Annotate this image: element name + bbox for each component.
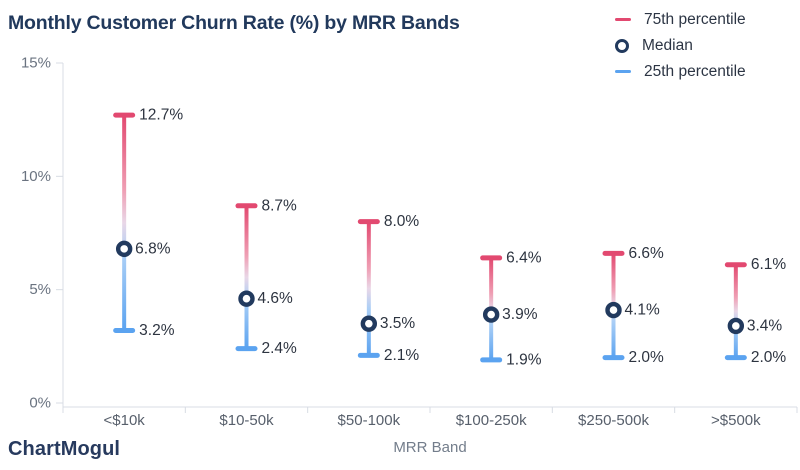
- p25-cap: [235, 346, 258, 352]
- p75-value-label: 12.7%: [139, 107, 183, 124]
- median-ring-icon: [615, 38, 629, 53]
- whisker-$50-100k: 8.0% 3.5% 2.1%: [357, 213, 420, 364]
- legend-item-25th-percentile: 25th percentile: [615, 62, 746, 81]
- p25-cap: [602, 355, 625, 361]
- p25-value-label: 2.0%: [629, 349, 665, 366]
- p75-cap: [113, 112, 136, 118]
- median-marker: [360, 315, 378, 332]
- median-value-label: 3.5%: [380, 315, 416, 332]
- p25-value-label: 2.1%: [384, 347, 420, 364]
- median-value-label: 4.1%: [625, 302, 661, 319]
- median-marker: [115, 240, 133, 258]
- y-tick-label: 0%: [29, 395, 51, 412]
- p25-cap: [724, 355, 747, 361]
- p25-cap: [357, 352, 380, 358]
- p75-value-label: 6.1%: [751, 256, 787, 273]
- p75-cap: [235, 203, 258, 209]
- x-category-label: $250-500k: [578, 412, 649, 429]
- legend: 75th percentile Median 25th percentile: [615, 10, 746, 81]
- x-axis-title: MRR Band: [393, 439, 466, 456]
- p75-cap: [480, 255, 503, 261]
- x-category-label: $50-100k: [338, 412, 401, 429]
- legend-label-75th: 75th percentile: [644, 10, 746, 28]
- chart-title: Monthly Customer Churn Rate (%) by MRR B…: [8, 12, 460, 34]
- legend-label-25th: 25th percentile: [644, 62, 746, 80]
- p25-dash-icon: [615, 69, 631, 74]
- brand-logo: ChartMogul: [8, 438, 121, 460]
- median-value-label: 3.4%: [747, 317, 783, 334]
- median-marker: [605, 301, 622, 319]
- median-value-label: 3.9%: [502, 306, 538, 323]
- legend-item-75th-percentile: 75th percentile: [615, 10, 746, 29]
- p75-cap: [602, 250, 625, 256]
- y-tick-label: 5%: [29, 281, 51, 298]
- p75-dash-icon: [615, 17, 631, 22]
- whisker-$250-500k: 6.6% 4.1% 2.0%: [602, 245, 665, 366]
- x-category-label: $100-250k: [456, 412, 527, 429]
- x-category-label: >$500k: [711, 412, 761, 429]
- p25-cap: [480, 357, 503, 363]
- p75-value-label: 6.4%: [506, 249, 542, 266]
- x-category-label: $10-50k: [219, 412, 274, 429]
- p75-value-label: 8.7%: [262, 197, 298, 214]
- whisker-$100-250k: 6.4% 3.9% 1.9%: [480, 249, 542, 368]
- p75-cap: [357, 219, 380, 225]
- p25-value-label: 2.0%: [751, 349, 787, 366]
- p25-value-label: 3.2%: [139, 322, 175, 339]
- median-marker: [727, 317, 745, 335]
- p75-value-label: 8.0%: [384, 213, 420, 230]
- x-category-label: <$10k: [104, 412, 146, 429]
- whisker->$500k: 6.1% 3.4% 2.0%: [724, 256, 787, 366]
- p25-value-label: 2.4%: [262, 340, 298, 357]
- p25-cap: [113, 327, 136, 333]
- median-marker: [238, 290, 255, 307]
- legend-label-median: Median: [642, 36, 693, 54]
- p25-value-label: 1.9%: [506, 351, 542, 368]
- median-marker: [482, 306, 500, 323]
- p75-cap: [724, 262, 747, 268]
- median-value-label: 6.8%: [135, 240, 171, 257]
- median-value-label: 4.6%: [258, 290, 294, 307]
- whisker-$10-50k: 8.7% 4.6% 2.4%: [235, 197, 298, 357]
- y-tick-label: 10%: [21, 168, 51, 185]
- p75-value-label: 6.6%: [629, 245, 665, 262]
- y-tick-label: 15%: [21, 55, 51, 72]
- legend-item-median: Median: [615, 36, 746, 55]
- whisker-<$10k: 12.7% 6.8% 3.2%: [113, 107, 183, 339]
